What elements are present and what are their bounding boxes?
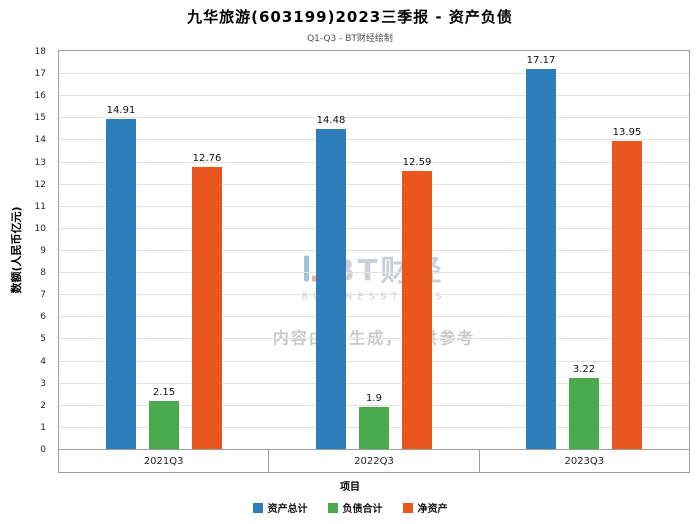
y-tick-label: 16 (34, 91, 46, 102)
y-tick-label: 9 (40, 246, 46, 256)
legend-label: 资产总计 (267, 504, 308, 515)
bar-value-label: 14.91 (106, 105, 136, 117)
bar-value-label: 17.17 (526, 55, 556, 67)
y-axis-ticks: 0 1 2 3 4 5 6 7 8 9 10 11 12 13 14 15 16 17 18 (0, 47, 52, 455)
gridline (59, 183, 689, 185)
bar-value-label: 13.95 (612, 126, 642, 138)
bar (192, 166, 222, 449)
x-category-label: 2021Q3 (143, 455, 184, 467)
chart-title: 九华旅游(603199)2023三季报 - 资产负债 (187, 8, 513, 26)
bar (402, 170, 432, 449)
gridline (59, 73, 689, 75)
legend-swatch (402, 502, 413, 513)
bar (106, 119, 136, 449)
y-tick-label: 5 (40, 334, 46, 345)
watermark: BT财经 BUSINESSTIMES 内容由AI生成，仅供参考 (59, 247, 689, 348)
legend-swatch (252, 502, 263, 513)
y-tick-label: 11 (34, 201, 46, 212)
y-tick-label: 0 (40, 445, 46, 455)
bar (359, 407, 389, 449)
y-tick-label: 13 (34, 157, 46, 168)
y-tick-label: 8 (40, 268, 46, 279)
gridline (59, 316, 689, 318)
gridline (59, 294, 689, 296)
legend-label: 净资产 (417, 504, 448, 515)
gridline (59, 95, 689, 97)
y-tick-label: 4 (40, 356, 46, 367)
bar-value-label: 12.76 (192, 152, 222, 164)
gridline (59, 404, 689, 406)
bar-value-label: 14.48 (316, 114, 346, 126)
bar (569, 377, 599, 449)
gridline (59, 139, 689, 141)
y-tick-label: 7 (40, 290, 46, 301)
legend-item: 负债合计 (327, 500, 383, 515)
y-tick-label: 6 (40, 312, 46, 323)
gridline (59, 382, 689, 384)
gridline (59, 272, 689, 274)
legend-item: 净资产 (402, 500, 448, 515)
bar (526, 69, 556, 449)
gridline (59, 250, 689, 251)
watermark-brand-row: BT财经 (59, 247, 689, 289)
legend-label: 负债合计 (342, 504, 383, 515)
y-tick-label: 12 (34, 179, 46, 190)
watermark-notice: 内容由AI生成，仅供参考 (272, 328, 476, 348)
bar (316, 128, 346, 449)
legend: 资产总计 负债合计 净资产 (0, 500, 700, 515)
gridline (59, 227, 689, 229)
gridline (59, 161, 689, 163)
y-tick-label: 15 (34, 113, 46, 124)
x-category-label: 2023Q3 (478, 450, 689, 472)
watermark-brand-sub: BUSINESSTIMES (301, 291, 447, 303)
y-tick-label: 17 (34, 69, 46, 80)
y-tick-label: 18 (34, 47, 46, 57)
plot-area: BT财经 BUSINESSTIMES 内容由AI生成，仅供参考 14.91 2.1… (58, 50, 690, 450)
x-category-label: 2022Q3 (268, 450, 478, 472)
x-category-band: 2021Q3 2022Q3 2023Q3 (58, 449, 690, 473)
y-tick-label: 2 (40, 400, 46, 411)
legend-swatch (327, 502, 338, 513)
gridline (59, 338, 689, 340)
y-tick-label: 3 (40, 378, 46, 389)
y-tick-label: 10 (34, 223, 46, 234)
gridline (59, 117, 689, 119)
bar-value-label: 12.59 (402, 156, 432, 168)
gridline (59, 360, 689, 362)
x-axis-label: 项目 (340, 482, 360, 493)
y-tick-label: 1 (40, 422, 46, 433)
y-tick-label: 14 (34, 135, 46, 146)
logo-bar-icon (303, 255, 309, 282)
legend-item: 资产总计 (252, 500, 308, 515)
bar (612, 140, 642, 449)
chart-subtitle: Q1-Q3 - BT财经绘制 (307, 34, 393, 44)
gridline (59, 205, 689, 207)
bar (149, 401, 179, 449)
bar-value-label: 2.15 (152, 387, 176, 399)
bar-value-label: 3.22 (572, 363, 596, 375)
bar-value-label: 1.9 (366, 392, 382, 404)
